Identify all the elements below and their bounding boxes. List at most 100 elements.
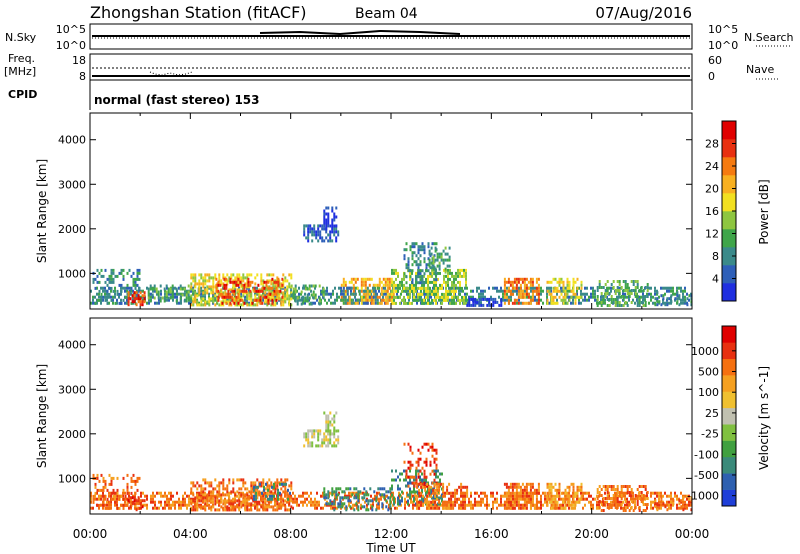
data-cell xyxy=(484,295,486,299)
nsearch-tick-top: 10^5 xyxy=(708,23,738,36)
data-cell xyxy=(415,263,418,267)
data-cell xyxy=(686,494,688,498)
data-cell xyxy=(146,494,148,498)
data-cell xyxy=(560,497,562,501)
data-cell xyxy=(478,295,480,299)
data-cell xyxy=(246,291,249,295)
data-cell xyxy=(560,289,562,293)
data-cell xyxy=(525,283,528,287)
data-cell xyxy=(666,286,668,290)
data-cell xyxy=(594,298,596,302)
data-cell xyxy=(274,481,277,485)
data-cell xyxy=(323,432,326,436)
data-cell xyxy=(216,490,219,494)
data-cell xyxy=(268,294,271,298)
data-cell xyxy=(258,294,261,298)
data-cell xyxy=(187,290,190,294)
data-cell xyxy=(554,506,557,510)
data-cell xyxy=(380,497,382,501)
data-cell xyxy=(327,502,330,506)
data-cell xyxy=(438,261,441,265)
data-cell xyxy=(322,290,325,294)
data-cell xyxy=(335,444,338,448)
data-cell xyxy=(540,500,542,504)
data-cell xyxy=(411,463,414,467)
data-cell xyxy=(270,294,273,298)
data-cell xyxy=(448,255,451,259)
data-cell xyxy=(348,301,351,305)
data-cell xyxy=(131,502,134,506)
data-cell xyxy=(527,301,530,305)
data-cell xyxy=(421,292,423,296)
data-cell xyxy=(334,301,336,305)
data-cell xyxy=(363,496,366,500)
data-cell xyxy=(307,441,310,445)
data-cell xyxy=(92,473,95,477)
data-cell xyxy=(96,292,98,296)
data-cell xyxy=(451,280,453,284)
data-cell xyxy=(210,285,213,289)
data-cell xyxy=(214,502,217,506)
data-cell xyxy=(242,294,245,298)
data-cell xyxy=(428,264,431,268)
data-cell xyxy=(323,438,326,442)
data-cell xyxy=(419,451,422,455)
data-cell xyxy=(240,478,243,482)
data-cell xyxy=(523,283,526,287)
data-cell xyxy=(256,502,259,506)
data-cell xyxy=(279,289,282,293)
data-cell xyxy=(304,296,307,300)
data-cell xyxy=(484,289,486,293)
data-cell xyxy=(238,487,241,491)
data-cell xyxy=(325,206,328,210)
data-cell xyxy=(230,508,233,512)
data-cell xyxy=(282,279,285,283)
data-cell xyxy=(222,508,225,512)
data-cell xyxy=(403,295,405,299)
data-cell xyxy=(376,298,379,302)
data-cell xyxy=(163,299,166,303)
data-cell xyxy=(280,303,283,307)
data-cell xyxy=(393,496,395,500)
data-cell xyxy=(370,277,373,281)
data-cell xyxy=(550,295,553,299)
data-cell xyxy=(220,481,223,485)
power-plot-frame xyxy=(89,112,693,310)
data-cell xyxy=(331,230,334,234)
data-cell xyxy=(306,287,309,291)
data-cell xyxy=(319,432,322,436)
data-cell xyxy=(202,478,205,482)
data-cell xyxy=(280,505,283,509)
data-cell xyxy=(606,289,609,292)
data-cell xyxy=(418,482,421,486)
data-cell xyxy=(314,301,316,305)
data-cell xyxy=(519,277,522,281)
data-cell xyxy=(279,491,281,495)
data-cell xyxy=(530,295,532,299)
data-cell xyxy=(344,494,346,498)
data-cell xyxy=(96,491,98,495)
data-cell xyxy=(421,286,423,290)
data-cell xyxy=(102,479,105,483)
data-cell xyxy=(147,296,150,300)
data-cell xyxy=(361,505,364,509)
data-cell xyxy=(556,292,558,296)
data-cell xyxy=(431,448,434,452)
data-cell xyxy=(423,245,426,249)
data-cell xyxy=(92,506,94,510)
data-cell xyxy=(196,499,199,503)
data-cell xyxy=(216,300,219,304)
data-cell xyxy=(427,283,429,287)
data-cell xyxy=(468,497,470,501)
data-cell xyxy=(445,289,447,293)
data-cell xyxy=(92,277,95,281)
data-cell xyxy=(108,500,111,504)
data-cell xyxy=(580,295,583,299)
data-cell xyxy=(120,301,123,305)
data-cell xyxy=(96,286,98,290)
data-cell xyxy=(192,292,194,296)
data-cell xyxy=(216,508,219,512)
data-cell xyxy=(421,275,424,279)
data-cell xyxy=(435,274,437,278)
data-cell xyxy=(598,301,601,304)
